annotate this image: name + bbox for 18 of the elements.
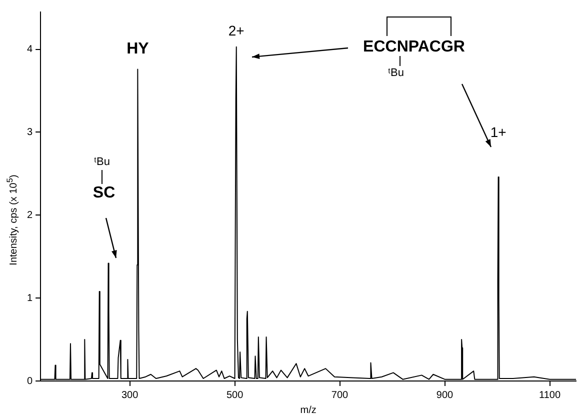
y-tick-label: 2 bbox=[27, 210, 33, 221]
x-tick-label: 700 bbox=[331, 390, 349, 401]
x-tick-label: 900 bbox=[436, 390, 454, 401]
annotation: HY bbox=[126, 40, 150, 58]
y-tick-label: 1 bbox=[27, 292, 33, 304]
x-axis-title: m/z bbox=[300, 404, 316, 416]
x-tick-label: 500 bbox=[226, 390, 244, 401]
x-tick-label: 1100 bbox=[538, 390, 561, 401]
annotation: SC bbox=[92, 184, 116, 202]
y-tick-label: 3 bbox=[27, 126, 33, 138]
annotation: ᵗBu bbox=[94, 156, 110, 168]
y-tick-label: 4 bbox=[27, 44, 33, 56]
annotation: ᵗBu bbox=[388, 67, 404, 80]
annotation: 2+ bbox=[228, 22, 244, 39]
x-tick-label: 300 bbox=[121, 390, 139, 401]
annotation: 1+ bbox=[490, 124, 506, 140]
y-tick-label: 0 bbox=[27, 376, 33, 387]
annotation: ECCNPACGR bbox=[363, 38, 466, 56]
